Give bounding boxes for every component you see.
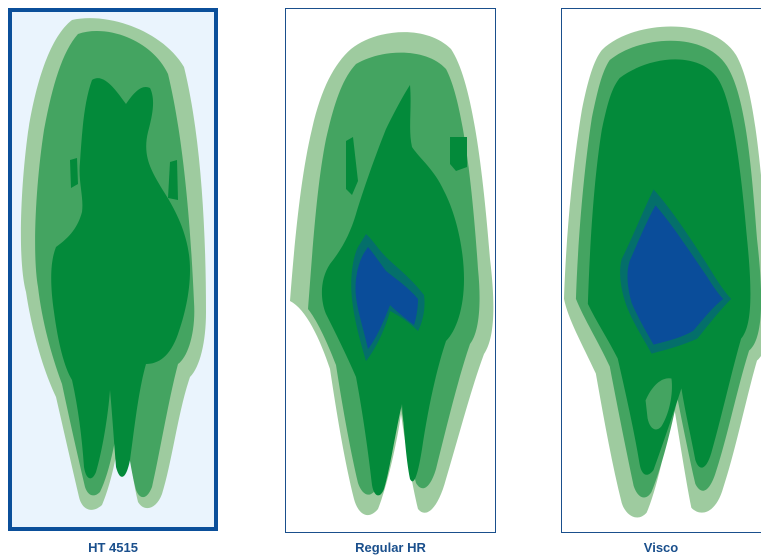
pressure-map-ht4515 xyxy=(20,18,207,510)
pressure-zone-level-5 xyxy=(355,247,418,349)
panel-label-ht4515: HT 4515 xyxy=(88,540,138,555)
pressure-zone-level-2-inner xyxy=(645,378,672,430)
pressure-map-panel-visco xyxy=(561,8,761,533)
pressure-map-visco xyxy=(563,26,761,518)
pressure-map-panel-regular-hr xyxy=(285,8,496,533)
panel-label-regular-hr: Regular HR xyxy=(355,540,426,555)
pressure-map-regular-hr xyxy=(290,32,494,516)
pressure-map-panel-ht4515 xyxy=(8,8,218,531)
pressure-zone-level-5 xyxy=(627,205,724,345)
pressure-zone-level-3 xyxy=(51,78,190,479)
panel-label-visco: Visco xyxy=(643,540,679,555)
pressure-zone-level-3-small xyxy=(70,158,78,188)
pressure-zone-level-3-small xyxy=(168,160,178,200)
pressure-zone-level-3-small xyxy=(450,137,467,171)
pressure-zone-level-3-small xyxy=(346,137,358,195)
